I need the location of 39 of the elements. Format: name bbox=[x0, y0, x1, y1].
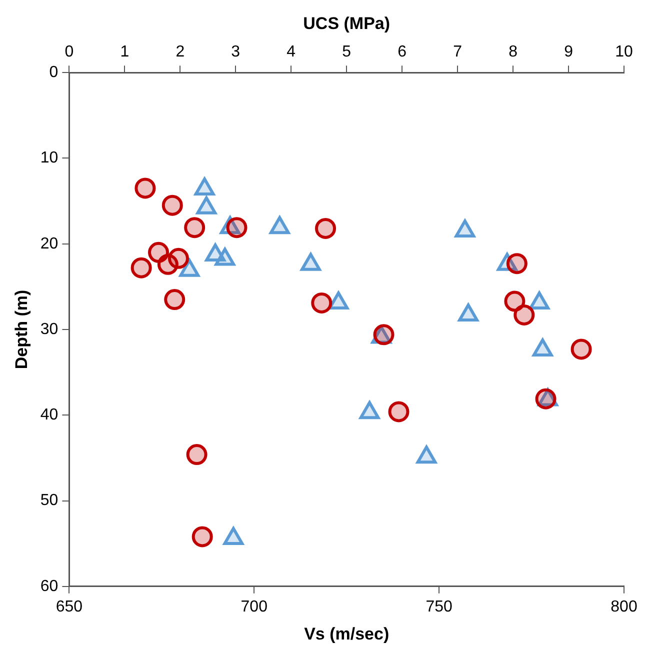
point bbox=[300, 252, 321, 271]
x2-tick-label: 9 bbox=[564, 43, 574, 60]
x-tick-label: 750 bbox=[426, 598, 453, 616]
point bbox=[454, 220, 476, 238]
x2-tick-label: 8 bbox=[508, 43, 518, 60]
point bbox=[359, 401, 380, 420]
point bbox=[179, 258, 200, 277]
y-tick-label: 40 bbox=[40, 406, 58, 424]
y-tick-label: 0 bbox=[49, 64, 58, 82]
point bbox=[269, 216, 290, 234]
x2-tick-label: 5 bbox=[342, 43, 352, 60]
point bbox=[458, 303, 478, 322]
x2-tick-label: 0 bbox=[64, 43, 74, 60]
x2-tick-label: 3 bbox=[231, 43, 240, 60]
point bbox=[529, 291, 550, 310]
x-tick-label: 800 bbox=[610, 598, 638, 616]
x2-tick-label: 10 bbox=[615, 43, 633, 60]
x2-axis-title: UCS (MPa) bbox=[303, 14, 390, 33]
x2-tick-label: 2 bbox=[176, 43, 185, 60]
y-tick-label: 60 bbox=[40, 578, 58, 595]
x-tick-label: 650 bbox=[56, 598, 83, 616]
x2-tick-label: 4 bbox=[286, 43, 296, 60]
y-tick-label: 20 bbox=[40, 235, 58, 252]
x2-tick-label: 6 bbox=[398, 43, 407, 60]
point bbox=[532, 338, 553, 357]
point bbox=[223, 526, 244, 545]
x-axis-title: Vs (m/sec) bbox=[304, 624, 390, 644]
y-axis-title: Depth (m) bbox=[12, 290, 31, 370]
point bbox=[214, 248, 236, 266]
x2-tick-label: 7 bbox=[453, 43, 462, 60]
point bbox=[194, 178, 215, 196]
x2-tick-label: 1 bbox=[120, 43, 130, 60]
y-tick-label: 10 bbox=[40, 150, 58, 167]
point bbox=[416, 446, 437, 464]
point bbox=[328, 291, 349, 310]
y-tick-label: 30 bbox=[40, 320, 58, 338]
x-tick-label: 700 bbox=[240, 598, 268, 616]
y-tick-label: 50 bbox=[40, 492, 58, 510]
point bbox=[196, 196, 217, 214]
